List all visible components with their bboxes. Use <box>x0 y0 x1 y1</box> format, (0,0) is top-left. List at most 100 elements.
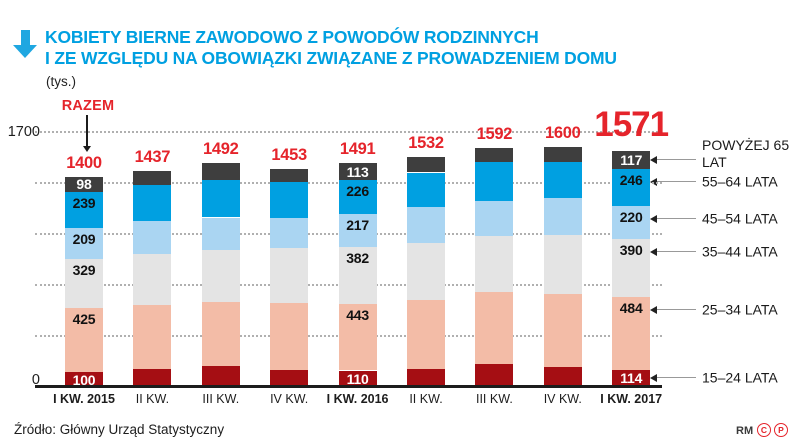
bar-segment <box>201 366 240 387</box>
x-tick-label: I KW. 2015 <box>53 392 115 406</box>
annotation-arrow-head <box>83 146 91 152</box>
bar-segment <box>407 243 445 300</box>
segment-value-label: 239 <box>72 194 96 211</box>
segment-value-label: 443 <box>346 307 369 324</box>
title-line-2: I ZE WZGLĘDU NA OBOWIĄZKI ZWIĄZANE Z PRO… <box>45 48 617 68</box>
x-tick-label: IV KW. <box>270 392 309 406</box>
x-tick-label: III KW. <box>475 392 513 406</box>
bar-segment <box>133 171 172 185</box>
source-caption: Źródło: Główny Urząd Statystyczny <box>14 422 225 437</box>
x-tick-label: II KW. <box>135 392 170 406</box>
bar-segment <box>201 302 240 367</box>
bar-segment <box>475 201 514 237</box>
bar-segment: 114 <box>612 369 651 387</box>
bar-segment: 110 <box>338 370 377 387</box>
bar-segment: 425 <box>65 308 103 372</box>
total-label: 1532 <box>408 134 444 153</box>
legend-leader-line <box>656 377 696 379</box>
legend-arrow-icon <box>650 177 657 186</box>
segment-value-label: 100 <box>72 371 96 388</box>
bar-segment <box>133 369 172 387</box>
phonogram-icon: P <box>774 423 788 437</box>
bar-segment <box>543 366 582 387</box>
gridline <box>35 131 662 133</box>
legend-leader-line <box>656 217 696 219</box>
bar-segment <box>201 163 240 181</box>
total-label: 1491 <box>339 140 376 159</box>
segment-value-label: 382 <box>346 249 369 266</box>
bar-segment: 484 <box>612 297 651 370</box>
bar-segment: 100 <box>65 371 103 388</box>
segment-value-label: 114 <box>620 370 643 387</box>
legend-leader-line <box>656 180 696 182</box>
page-title: KOBIETY BIERNE ZAWODOWO Z POWODÓW RODZIN… <box>45 27 617 69</box>
bar-segment <box>201 180 240 218</box>
bar-segment <box>475 162 514 201</box>
bar-segment <box>475 291 514 365</box>
bar-segment <box>543 147 582 163</box>
legend-item-label: 25–34 LATA <box>702 301 778 318</box>
bar-segment <box>543 162 582 198</box>
total-label: 1437 <box>134 148 171 167</box>
bar-segment <box>407 299 445 369</box>
bar-segment: 220 <box>612 205 651 239</box>
segment-value-label: 220 <box>619 208 643 225</box>
bar-segment <box>270 169 309 182</box>
bar-segment <box>133 221 172 255</box>
y-axis-max-label: 1700 <box>7 124 40 140</box>
bar-segment <box>543 234 582 294</box>
copyright-icon: C <box>757 423 771 437</box>
legend-item-label: POWYŻEJ 65 LAT <box>702 137 790 171</box>
bar-segment: 329 <box>65 258 103 309</box>
segment-value-label: 484 <box>619 300 643 317</box>
bar-segment <box>543 197 582 235</box>
bar-segment <box>270 370 309 387</box>
segment-value-label: 246 <box>619 171 643 188</box>
x-tick-label: I KW. 2016 <box>326 392 389 406</box>
bar-segment: 390 <box>612 238 651 298</box>
bar-segment <box>475 148 514 163</box>
bar-segment <box>270 303 309 371</box>
legend-arrow-icon <box>650 247 657 256</box>
bar-segment <box>270 218 309 249</box>
total-label: 1400 <box>66 154 102 172</box>
bar-segment <box>270 181 309 219</box>
segment-value-label: 329 <box>72 261 96 278</box>
author-initials: RM <box>736 425 754 437</box>
bar-segment <box>201 217 240 250</box>
bar-segment <box>475 364 514 387</box>
bar-segment <box>270 248 309 304</box>
legend-arrow-icon <box>650 374 657 383</box>
bar-segment <box>133 254 172 305</box>
segment-value-label: 113 <box>346 163 369 180</box>
down-arrow-icon <box>13 30 38 60</box>
annotation-arrow-line <box>86 115 88 146</box>
bar-segment: 443 <box>338 304 377 371</box>
legend-item-label: 45–54 LATA <box>702 210 778 227</box>
bar-segment: 98 <box>65 176 103 193</box>
legend-item-label: 55–64 LATA <box>702 173 778 190</box>
bar-segment: 246 <box>612 168 651 206</box>
bar-segment <box>201 249 240 303</box>
legend-item-label: 15–24 LATA <box>702 369 778 386</box>
bar-segment: 209 <box>65 227 103 259</box>
bar-segment: 239 <box>65 191 103 228</box>
bar-segment <box>407 172 445 208</box>
bar-segment <box>407 157 445 173</box>
segment-value-label: 117 <box>620 152 643 169</box>
legend-leader-line <box>656 309 696 311</box>
bar-segment <box>133 184 172 222</box>
segment-value-label: 226 <box>346 183 369 200</box>
legend-leader-line <box>656 159 696 161</box>
segment-value-label: 98 <box>76 176 92 193</box>
legend-leader-line <box>656 250 696 252</box>
legend-item-label: 35–44 LATA <box>702 243 778 260</box>
segment-value-label: 390 <box>619 241 643 258</box>
unit-label: (tys.) <box>46 74 76 89</box>
segment-value-label: 110 <box>346 370 369 387</box>
bar-segment <box>407 207 445 244</box>
bar-segment: 117 <box>612 151 651 169</box>
legend-arrow-icon <box>650 214 657 223</box>
bar-segment <box>407 368 445 387</box>
